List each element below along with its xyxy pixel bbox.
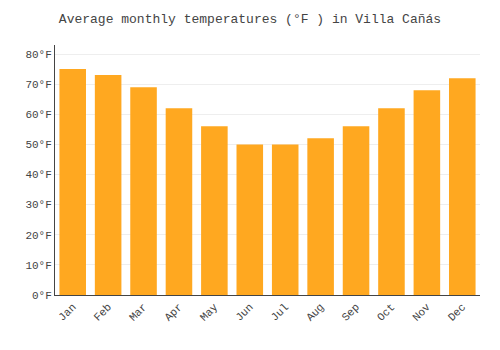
svg-text:20°F: 20°F — [25, 230, 51, 242]
svg-text:60°F: 60°F — [25, 109, 51, 121]
svg-text:Sep: Sep — [340, 301, 362, 323]
svg-text:Aug: Aug — [304, 301, 326, 323]
svg-text:50°F: 50°F — [25, 139, 51, 151]
svg-text:0°F: 0°F — [32, 290, 52, 302]
svg-text:May: May — [198, 301, 221, 324]
svg-text:Mar: Mar — [127, 301, 149, 323]
svg-text:Jun: Jun — [233, 301, 255, 323]
svg-text:80°F: 80°F — [25, 49, 51, 61]
svg-text:Feb: Feb — [92, 301, 114, 323]
svg-text:40°F: 40°F — [25, 169, 51, 181]
svg-text:70°F: 70°F — [25, 79, 51, 91]
svg-text:Dec: Dec — [446, 301, 468, 323]
svg-text:Apr: Apr — [162, 301, 184, 323]
svg-text:10°F: 10°F — [25, 260, 51, 272]
svg-text:Average monthly temperatures (: Average monthly temperatures (°F ) in Vi… — [59, 12, 441, 27]
svg-text:Jul: Jul — [269, 301, 291, 323]
svg-text:Jan: Jan — [56, 301, 78, 323]
svg-text:30°F: 30°F — [25, 199, 51, 211]
svg-text:Oct: Oct — [375, 301, 397, 323]
svg-text:Nov: Nov — [410, 301, 433, 324]
